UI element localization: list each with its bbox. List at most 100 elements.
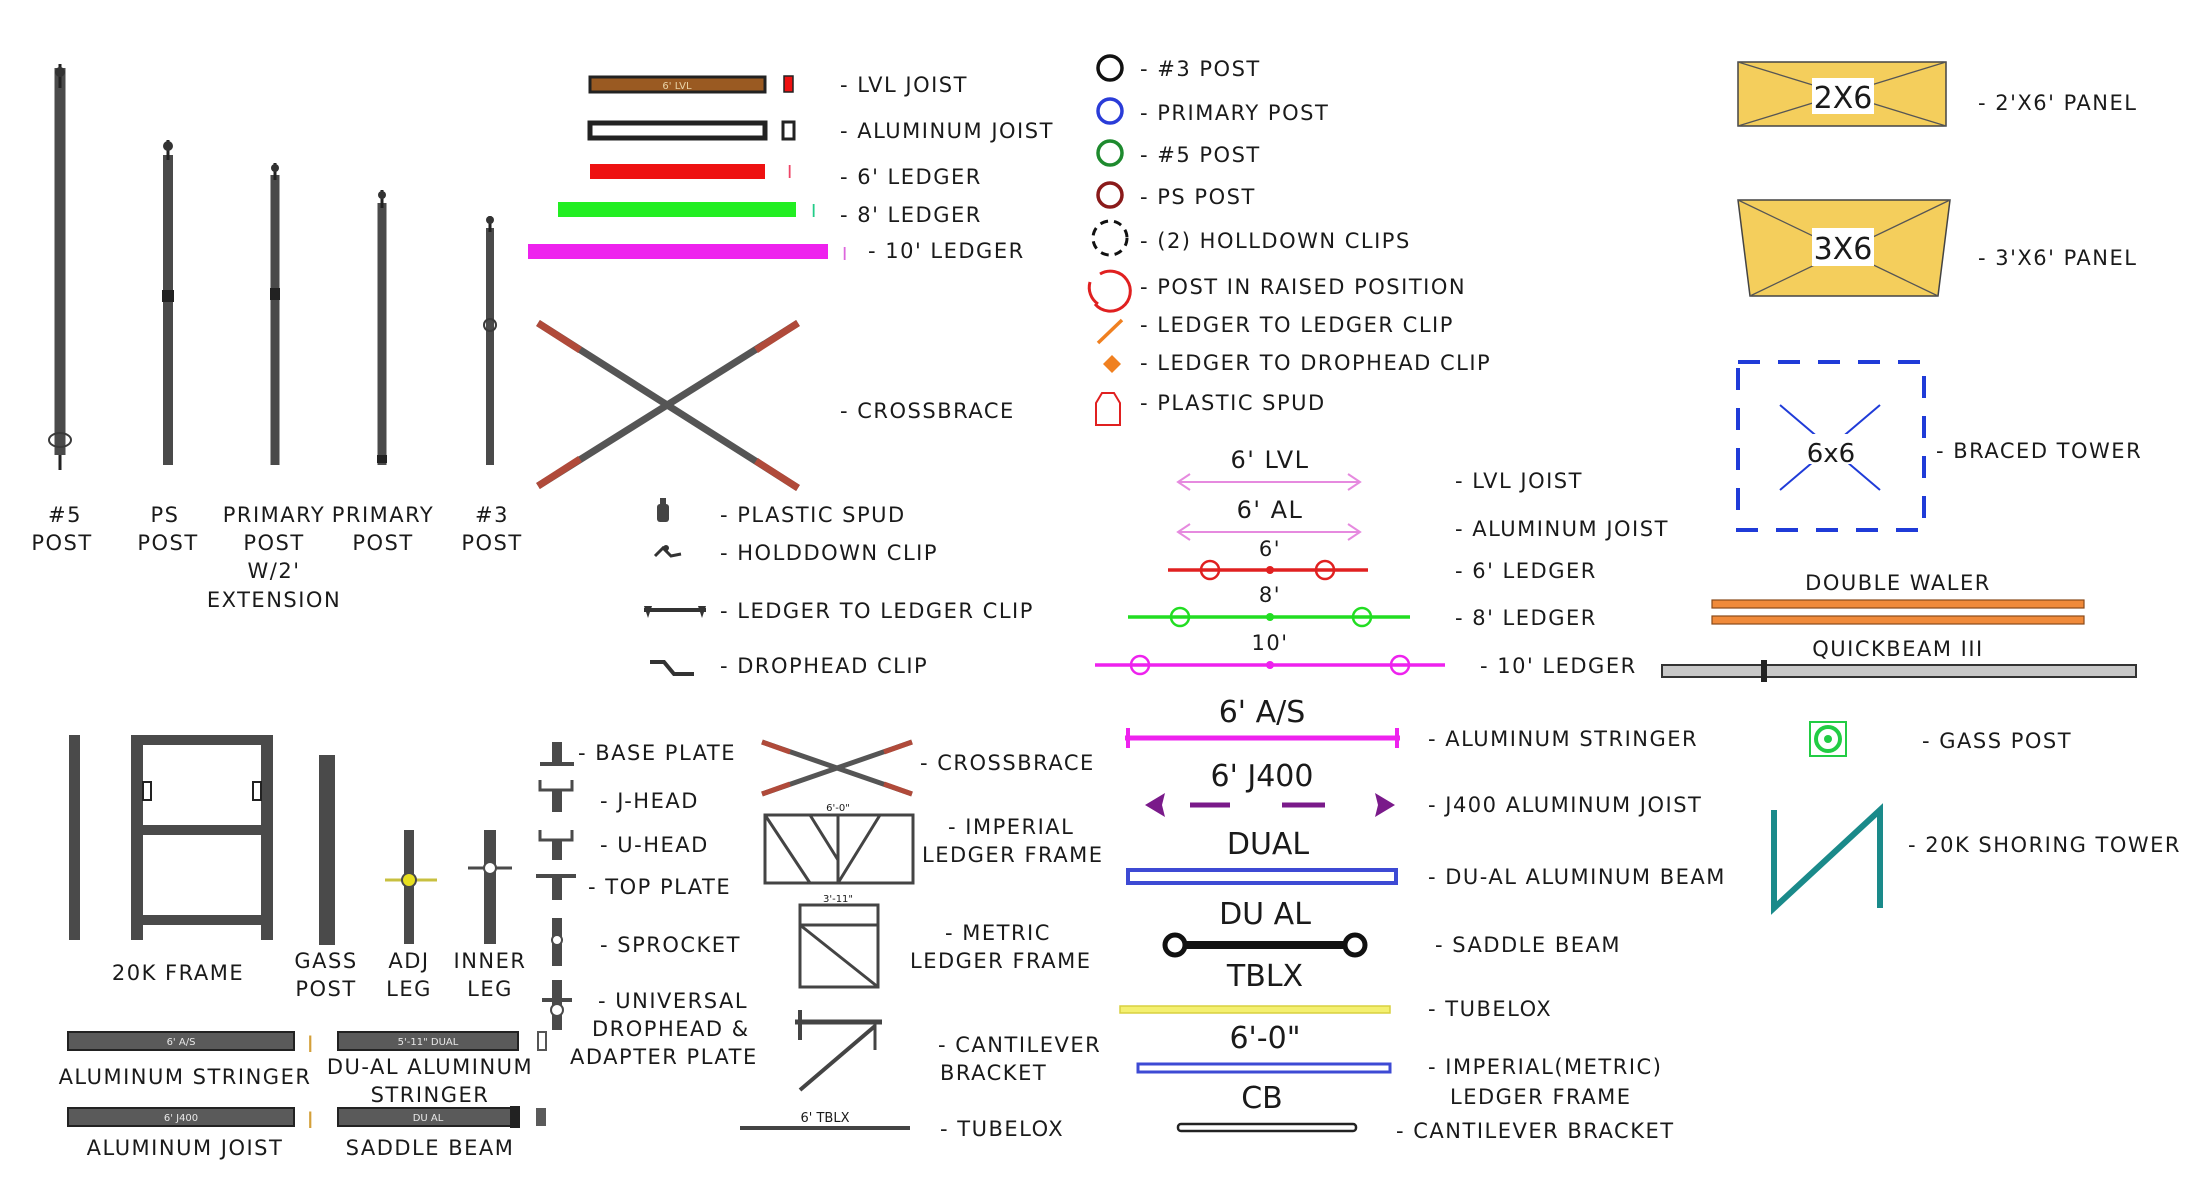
svg-text:I: I — [811, 201, 816, 222]
svg-text:I: I — [842, 244, 847, 265]
plan-symbol-legend: - #3 POST - PRIMARY POST - #5 POST - PS … — [1087, 54, 1490, 426]
braced-tower-label: - BRACED TOWER — [1936, 439, 2142, 463]
ps-post-symbol-label: - PS POST — [1140, 185, 1256, 209]
base-plate-icon — [540, 742, 574, 766]
component-legend: 20K FRAME GASS POST ADJ LEG INNER LEG 6'… — [59, 735, 1104, 1160]
primary-post-symbol-label: - PRIMARY POST — [1140, 101, 1329, 125]
cb-plan-label: - CANTILEVER BRACKET — [1396, 1119, 1675, 1143]
imperial-frame-icon — [763, 813, 915, 885]
gass-post-label-2: POST — [295, 977, 356, 1001]
j-head-icon — [538, 780, 574, 812]
joist-label: ALUMINUM JOIST — [87, 1136, 284, 1160]
post-5-symbol-label: - #5 POST — [1140, 143, 1261, 167]
lvl-plan-tag: 6' LVL — [1230, 446, 1309, 474]
inner-leg-label-2: LEG — [467, 977, 513, 1001]
svg-text:I: I — [787, 162, 792, 183]
plastic-spud-icon — [657, 498, 669, 522]
imperial-label-2: LEDGER FRAME — [922, 843, 1104, 867]
quickbeam-label: QUICKBEAM III — [1812, 637, 1983, 661]
frame-20k-label: 20K FRAME — [112, 961, 244, 985]
universal-label-2: DROPHEAD & — [592, 1017, 750, 1041]
primary-ext-label-3: W/2' — [248, 559, 301, 583]
dual-stringer-label-2: STRINGER — [371, 1083, 490, 1107]
u-head-icon — [538, 830, 574, 860]
post-3-elevation — [483, 216, 497, 465]
panel-3x6-label: - 3'X6' PANEL — [1978, 246, 2137, 270]
tubelox-label: - TUBELOX — [940, 1117, 1064, 1141]
post-3-label-2: POST — [461, 531, 522, 555]
post-5-elevation — [48, 64, 72, 470]
post-5-label-2: POST — [31, 531, 92, 555]
post-3-symbol-label: - #3 POST — [1140, 57, 1261, 81]
base-plate-label: - BASE PLATE — [578, 741, 736, 765]
universal-drophead-icon — [542, 980, 572, 1030]
primary-label-2: POST — [352, 531, 413, 555]
holddown-clip-label: - HOLDDOWN CLIP — [720, 541, 938, 565]
saddle-plan-label: - SADDLE BEAM — [1435, 933, 1621, 957]
holldown-clips-symbol-label: - (2) HOLLDOWN CLIPS — [1140, 229, 1411, 253]
frame-plan-tag: 6'-0" — [1229, 1021, 1300, 1056]
panels-and-towers: 2X6 - 2'X6' PANEL 3X6 - 3'X6' PANEL 6x6 … — [1661, 61, 2180, 915]
stringer-label: ALUMINUM STRINGER — [59, 1065, 312, 1089]
adj-leg-label-1: ADJ — [388, 949, 429, 973]
aluminum-joist-label: - ALUMINUM JOIST — [840, 119, 1054, 143]
primary-label-1: PRIMARY — [332, 503, 435, 527]
holddown-clip-icon — [653, 545, 682, 558]
l8-plan-tag: 8' — [1259, 583, 1281, 607]
panel-2x6-label: - 2'X6' PANEL — [1978, 91, 2137, 115]
ledger-8-label: - 8' LEDGER — [840, 203, 982, 227]
drophead-clip-label: - DROPHEAD CLIP — [720, 654, 928, 678]
l10-plan-label: - 10' LEDGER — [1480, 654, 1637, 678]
post-raised-symbol-label: - POST IN RAISED POSITION — [1140, 275, 1466, 299]
primary-ext-label-4: EXTENSION — [207, 588, 341, 612]
top-plate-label: - TOP PLATE — [588, 875, 731, 899]
primary-ext-label-1: PRIMARY — [223, 503, 326, 527]
saddle-label: SADDLE BEAM — [346, 1136, 515, 1160]
sprocket-icon — [551, 918, 563, 966]
j400-plan-tag: 6' J400 — [1211, 759, 1314, 794]
ledger-6-label: - 6' LEDGER — [840, 165, 982, 189]
ledger-10-label: - 10' LEDGER — [868, 239, 1025, 263]
primary-post-elevation — [377, 190, 387, 465]
dual-plan-label: - DU-AL ALUMINUM BEAM — [1428, 865, 1726, 889]
crossbrace-label: - CROSSBRACE — [840, 399, 1015, 423]
tblx-plan-tag: TBLX — [1226, 959, 1303, 994]
l10-plan-tag: 10' — [1252, 631, 1289, 655]
ledger-to-ledger-clip-label: - LEDGER TO LEDGER CLIP — [720, 599, 1034, 623]
gass-post-plan-label: - GASS POST — [1922, 729, 2072, 753]
imperial-label-1: - IMPERIAL — [948, 815, 1074, 839]
frame-plan-label-1: - IMPERIAL(METRIC) — [1428, 1055, 1662, 1079]
elevation-legend: 6' LVL - LVL JOIST - ALUMINUM JOIST I - … — [528, 73, 1054, 678]
metric-label-1: - METRIC — [945, 921, 1051, 945]
joist-tag: 6' J400 — [164, 1113, 198, 1124]
ledger-to-ledger-clip-symbol-label: - LEDGER TO LEDGER CLIP — [1140, 313, 1454, 337]
lvl-joist-label: - LVL JOIST — [840, 73, 968, 97]
metric-tag: 3'-11" — [823, 894, 853, 905]
top-plate-icon — [536, 874, 576, 900]
svg-text:I: I — [307, 1033, 314, 1058]
svg-text:I: I — [307, 1109, 314, 1134]
imperial-tag: 6'-0" — [826, 803, 850, 814]
saddle-tag: DU AL — [413, 1113, 444, 1124]
saddle-plan-tag: DU AL — [1219, 897, 1311, 932]
panel-3x6-tag: 3X6 — [1814, 232, 1873, 267]
adj-leg-label-2: LEG — [386, 977, 432, 1001]
universal-label-3: ADAPTER PLATE — [570, 1045, 758, 1069]
drophead-clip-icon — [650, 660, 694, 676]
ps-post-label-1: PS — [151, 503, 180, 527]
panel-2x6-tag: 2X6 — [1814, 81, 1873, 116]
tblx-plan-label: - TUBELOX — [1428, 997, 1552, 1021]
metric-label-2: LEDGER FRAME — [910, 949, 1092, 973]
j-head-label: - J-HEAD — [600, 789, 699, 813]
ps-post-label-2: POST — [137, 531, 198, 555]
al-plan-label: - ALUMINUM JOIST — [1455, 517, 1669, 541]
ledger-to-ledger-clip-icon — [644, 606, 706, 618]
inner-leg-label-1: INNER — [454, 949, 527, 973]
ps-post-elevation — [162, 140, 174, 465]
crossbrace-symbol — [536, 320, 800, 491]
small-crossbrace-icon — [761, 739, 913, 797]
plan-line-legend: 6' LVL - LVL JOIST 6' AL - ALUMINUM JOIS… — [1095, 446, 1726, 1143]
post-3-label-1: #3 — [475, 503, 509, 527]
primary-ext-label-2: POST — [243, 531, 304, 555]
